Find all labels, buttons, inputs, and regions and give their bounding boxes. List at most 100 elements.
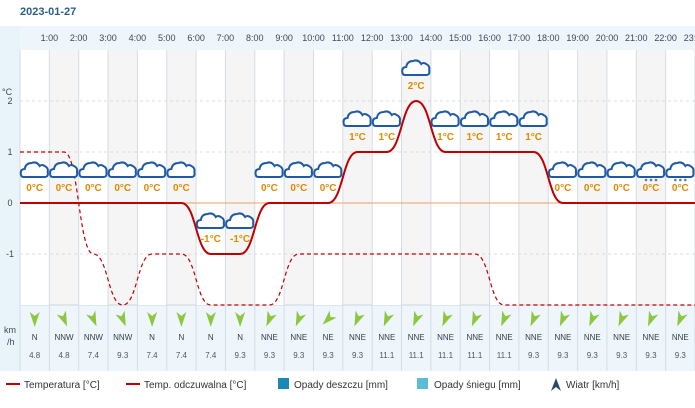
wind-unit-top: km <box>4 325 16 335</box>
cloud-icon <box>459 110 490 127</box>
wind-direction: NNE <box>408 333 425 342</box>
temperature-label: 1°C <box>437 132 454 143</box>
wind-direction: NNE <box>349 333 366 342</box>
wind-speed: 9.3 <box>645 351 657 360</box>
legend-rain-swatch <box>278 378 289 389</box>
left-axis-panel <box>0 26 20 371</box>
legend-feels-like: Temp. odczuwalna [°C] <box>144 380 247 391</box>
hour-label: 2:00 <box>70 33 88 43</box>
wind-arrow-shape <box>501 310 512 327</box>
wind-direction: NNE <box>261 333 278 342</box>
wind-arrow-shape <box>530 310 541 327</box>
temperature-label: 0°C <box>613 183 630 194</box>
hour-label: 20:00 <box>596 33 619 43</box>
wind-speed: 7.4 <box>147 351 159 360</box>
wind-arrow-icon <box>471 310 483 327</box>
wind-direction: N <box>208 333 214 342</box>
cloud-shape <box>225 212 255 229</box>
legend-snow: Opady śniegu [mm] <box>434 380 521 391</box>
hour-label: 12:00 <box>361 33 384 43</box>
cloud-icon <box>577 161 607 178</box>
temperature-label: 0°C <box>56 183 73 194</box>
wind-arrow-shape <box>147 312 158 327</box>
cloud-shape <box>342 110 372 127</box>
wind-arrow-icon <box>29 312 40 327</box>
wind-direction: N <box>32 333 38 342</box>
wind-speed: 7.4 <box>176 351 188 360</box>
cloud-icon <box>137 161 167 178</box>
cloud-shape <box>430 110 460 127</box>
cloud-shape <box>665 161 695 178</box>
temperature-label: 1°C <box>378 132 395 143</box>
wind-arrow-shape <box>413 310 424 327</box>
hour-label: 4:00 <box>129 33 147 43</box>
cloud-icon <box>518 110 548 127</box>
wind-direction: NNE <box>496 333 513 342</box>
wind-direction: NNE <box>643 333 660 342</box>
hour-label: 14:00 <box>420 33 443 43</box>
snowflake-dot <box>674 178 677 182</box>
wind-arrow-shape <box>115 310 126 327</box>
cloud-shape <box>489 110 519 127</box>
wind-speed: 9.3 <box>557 351 569 360</box>
wind-speed: 9.3 <box>352 351 364 360</box>
temperature-label: 0°C <box>290 183 307 194</box>
cloud-icon <box>48 161 79 178</box>
wind-arrow-shape <box>176 312 187 327</box>
weather-icons: 0°C 0°C 0°C 0°C 0°C 0°C -1°C -1°C 0°C 0°C 0°C 1°C 1°… <box>19 59 695 245</box>
snowflake-dot <box>649 178 653 182</box>
wind-direction: NNE <box>613 333 630 342</box>
wind-arrow-icon <box>677 310 688 327</box>
snowflake-dot <box>644 178 648 182</box>
cloud-shape <box>635 161 666 178</box>
wind-arrow-icon <box>559 310 571 327</box>
temperature-label: 0°C <box>643 183 660 194</box>
temperature-label: 0°C <box>672 183 689 194</box>
date-label: 2023-01-27 <box>20 6 76 18</box>
hour-band <box>372 50 402 305</box>
hour-label: 21:00 <box>625 33 648 43</box>
wind-arrow-icon <box>383 310 395 327</box>
wind-arrow-shape <box>677 310 688 327</box>
temperature-label: 1°C <box>349 132 366 143</box>
cloud-shape <box>254 161 284 178</box>
snow-cloud-icon <box>635 161 666 182</box>
wind-speed: 7.4 <box>205 351 217 360</box>
hour-label: 18:00 <box>537 33 560 43</box>
cloud-shape <box>577 161 607 178</box>
cloud-shape <box>371 110 401 127</box>
wind-arrow-icon <box>413 310 424 327</box>
cloud-icon <box>19 161 49 178</box>
hour-band <box>196 50 226 305</box>
cloud-icon <box>225 212 255 229</box>
cloud-icon <box>195 212 225 229</box>
wind-arrow-icon <box>86 310 97 327</box>
wind-arrow-shape <box>354 310 365 327</box>
time-bands <box>20 50 695 305</box>
wind-arrow-shape <box>205 312 216 327</box>
temperature-label: 0°C <box>85 183 102 194</box>
hour-label: 23:00 <box>684 33 695 43</box>
cloud-icon <box>547 161 578 178</box>
wind-speed: 9.3 <box>264 351 276 360</box>
wind-arrow-icon <box>647 310 659 327</box>
cloud-shape <box>78 161 108 178</box>
legend-wind-arrow-icon <box>551 378 561 391</box>
wind-direction: NNW <box>113 333 133 342</box>
temperature-label: 0°C <box>144 183 161 194</box>
wind-direction: N <box>149 333 155 342</box>
wind-direction: NNE <box>466 333 483 342</box>
wind-arrow-shape <box>235 312 246 327</box>
wind-direction: NNE <box>584 333 601 342</box>
wind-direction: NNE <box>554 333 571 342</box>
y-tick-label: 2 <box>7 96 12 106</box>
hour-label: 9:00 <box>275 33 293 43</box>
wind-speed: 4.8 <box>29 351 41 360</box>
cloud-icon <box>371 110 401 127</box>
temperature-label: 0°C <box>555 183 572 194</box>
hour-label: 17:00 <box>508 33 531 43</box>
cloud-shape <box>166 161 196 178</box>
legend: Temperatura [°C] Temp. odczuwalna [°C] O… <box>6 378 620 391</box>
temperature-label: 0°C <box>173 183 190 194</box>
